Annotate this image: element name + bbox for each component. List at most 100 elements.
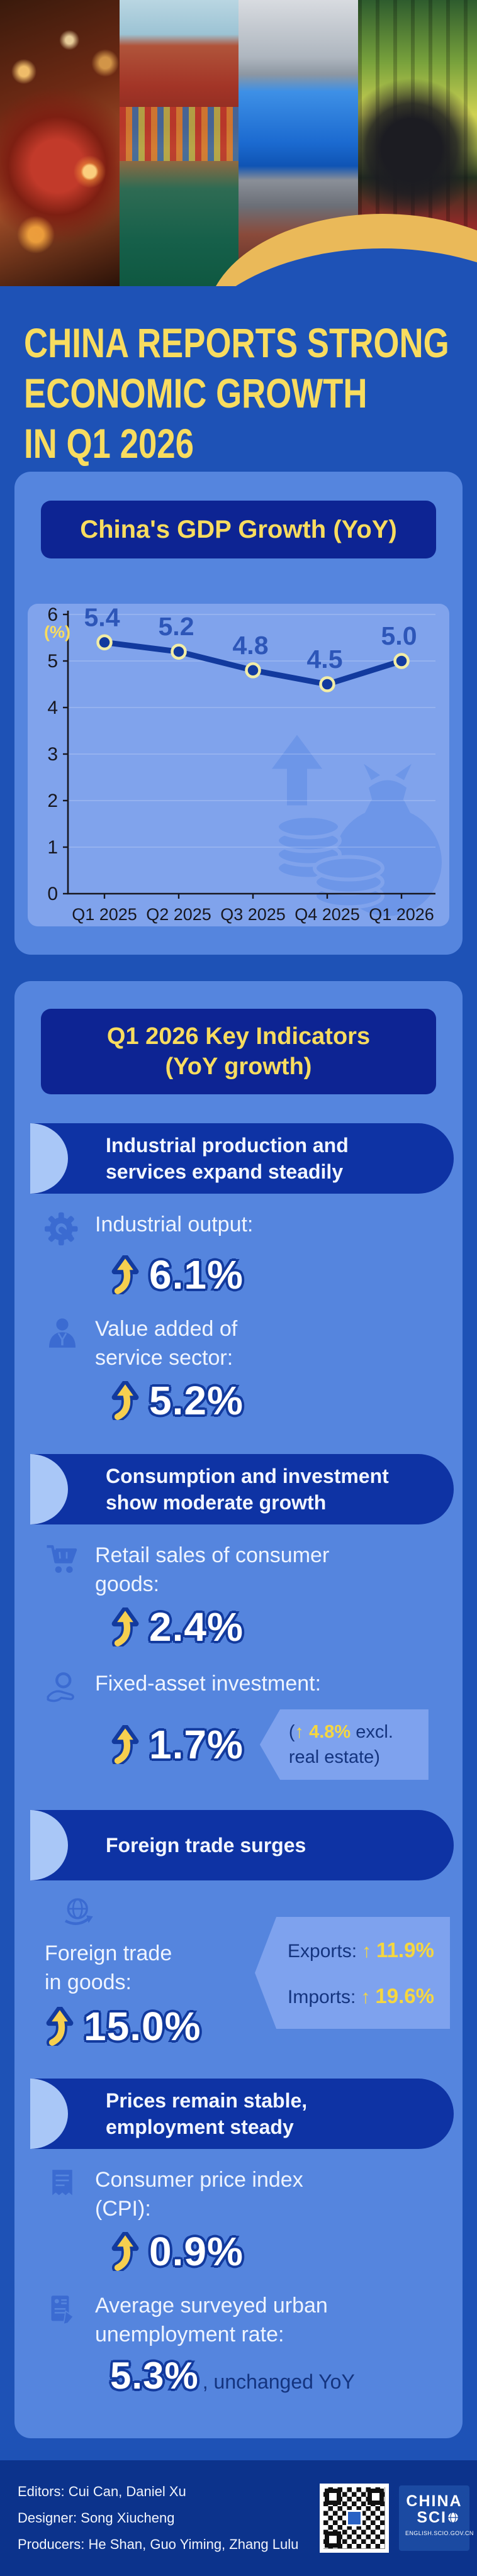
- gdp-chart-panel: 0 1 2 3 4 5 6 Q1 2025 Q2 2025 Q3 2025 Q4 2025 Q1 20…: [28, 604, 449, 926]
- banner-consumption-investment: Consumption and investment show moderate…: [30, 1454, 454, 1524]
- up-arrow-icon: [111, 1381, 139, 1420]
- gdp-line-chart: 0 1 2 3 4 5 6 Q1 2025 Q2 2025 Q3 2025 Q4 2025 Q1 20…: [47, 604, 435, 924]
- globe-icon: [447, 2511, 459, 2524]
- exports-up-arrow: ↑: [362, 1940, 372, 1962]
- footer: Editors: Cui Can, Daniel Xu Designer: So…: [0, 2460, 477, 2576]
- indicator-label: Fixed-asset investment:: [95, 1672, 322, 1696]
- credits-block: Editors: Cui Can, Daniel Xu Designer: So…: [18, 2479, 320, 2558]
- indicator-cpi: Consumer price index (CPI):: [45, 2165, 463, 2223]
- svg-text:4: 4: [47, 697, 58, 718]
- shopping-cart-icon: [47, 1545, 77, 1573]
- up-arrow-icon: [111, 1725, 139, 1764]
- stat-value: 1.7%: [147, 1720, 245, 1769]
- label-line: Average surveyed urban: [95, 2294, 328, 2318]
- key-indicators-header: Q1 2026 Key Indicators (YoY growth): [41, 1009, 436, 1094]
- stat-value: 2.4%: [147, 1602, 245, 1652]
- stat-value: 5.3%: [108, 2353, 200, 2399]
- indicator-label: Industrial output:: [95, 1213, 254, 1236]
- indicator-fixed-asset: Fixed-asset investment:: [45, 1669, 463, 1706]
- indicator-label: Foreign trade in goods:: [45, 1939, 255, 1997]
- credit-designer: Designer: Song Xiucheng: [18, 2510, 175, 2526]
- stat-fixed-asset-line: 1.7% (↑ 4.8% excl. real estate): [110, 1709, 463, 1780]
- key-header-line-2: (YoY growth): [165, 1053, 312, 1080]
- svg-text:0: 0: [47, 884, 58, 904]
- indicator-label: Value added of service sector:: [95, 1314, 237, 1372]
- banner-industry-services: Industrial production and services expan…: [30, 1123, 454, 1194]
- label-line: service sector:: [95, 1346, 233, 1370]
- qr-center-logo: [346, 2510, 362, 2526]
- label-line: Foreign trade: [45, 1941, 172, 1965]
- qr-finder-icon: [325, 2531, 341, 2548]
- y-axis-unit-label: (%): [44, 623, 70, 641]
- businessperson-icon: [49, 1318, 76, 1348]
- stat-retail-sales: 2.4%: [110, 1602, 463, 1652]
- svg-text:6: 6: [47, 604, 58, 625]
- exports-row: Exports: ↑ 11.9%: [288, 1938, 444, 1962]
- svg-text:Q2 2025: Q2 2025: [146, 905, 211, 924]
- photo-industrial-worker: [0, 0, 120, 286]
- indicator-label: Average surveyed urban unemployment rate…: [95, 2291, 328, 2349]
- stat-suffix: , unchanged YoY: [202, 2370, 355, 2393]
- stat-value: 5.2%: [147, 1376, 245, 1425]
- imports-label: Imports:: [288, 1986, 356, 2007]
- title-line-3: IN Q1 2026: [24, 420, 194, 467]
- banner-line: show moderate growth: [106, 1491, 327, 1514]
- exports-value: 11.9%: [376, 1938, 434, 1962]
- logo-url: ENGLISH.SCIO.GOV.CN: [405, 2530, 474, 2536]
- stat-fixed-asset: 1.7%: [110, 1720, 245, 1769]
- svg-text:4.8: 4.8: [233, 631, 269, 660]
- svg-text:5.4: 5.4: [84, 604, 120, 631]
- up-arrow-icon: [111, 2232, 139, 2271]
- stat-value: 15.0%: [82, 2002, 202, 2051]
- indicator-label: Retail sales of consumer goods:: [95, 1541, 329, 1599]
- up-arrow-icon: [46, 2007, 74, 2046]
- label-line: in goods:: [45, 1970, 132, 1994]
- svg-text:3: 3: [47, 744, 58, 765]
- photo-container-port: [119, 0, 239, 286]
- credit-editors: Editors: Cui Can, Daniel Xu: [18, 2484, 186, 2499]
- indicator-label: Consumer price index (CPI):: [95, 2165, 303, 2223]
- indicator-service-sector: Value added of service sector:: [45, 1314, 463, 1372]
- hand-coin-icon: [47, 1672, 74, 1702]
- gear-wrench-icon: [45, 1212, 78, 1246]
- indicator-retail-sales: Retail sales of consumer goods:: [45, 1541, 463, 1599]
- svg-text:2: 2: [47, 791, 58, 811]
- indicator-foreign-trade: Foreign trade in goods: 15.0% Exports:: [45, 1896, 450, 2051]
- banner-foreign-trade: Foreign trade surges: [30, 1810, 454, 1880]
- banner-line: Industrial production and: [106, 1134, 349, 1157]
- page-title: CHINA REPORTS STRONG ECONOMIC GROWTH IN …: [24, 318, 477, 469]
- svg-text:Q3 2025: Q3 2025: [220, 905, 286, 924]
- label-line: goods:: [95, 1572, 160, 1596]
- indicator-industrial-output: Industrial output:: [45, 1210, 463, 1246]
- stat-cpi: 0.9%: [110, 2227, 463, 2276]
- stat-value: 0.9%: [147, 2227, 245, 2276]
- foreign-trade-left: Foreign trade in goods: 15.0%: [45, 1896, 255, 2051]
- up-arrow-icon: [111, 1255, 139, 1294]
- note-up-arrow: ↑: [295, 1722, 305, 1742]
- logo-line-2: SCI: [405, 2509, 463, 2526]
- label-line: Retail sales of consumer: [95, 1543, 330, 1567]
- banner-line: Foreign trade surges: [106, 1834, 306, 1857]
- svg-text:Q1 2026: Q1 2026: [369, 905, 434, 924]
- banner-line: employment steady: [106, 2116, 294, 2138]
- survey-document-icon: [51, 2296, 74, 2325]
- qr-finder-icon: [368, 2489, 384, 2505]
- qr-finder-icon: [325, 2489, 341, 2505]
- stat-unemployment: 5.3% , unchanged YoY: [108, 2353, 463, 2399]
- title-line-2: ECONOMIC GROWTH: [24, 370, 368, 416]
- stat-value: 6.1%: [147, 1250, 245, 1299]
- label-line: Consumer price index: [95, 2168, 303, 2192]
- gdp-section-card: China's GDP Growth (YoY): [14, 472, 463, 955]
- exports-imports-box: Exports: ↑ 11.9% Imports: ↑ 19.6%: [255, 1917, 450, 2029]
- stat-foreign-trade: 15.0%: [45, 2002, 255, 2051]
- indicator-unemployment: Average surveyed urban unemployment rate…: [45, 2291, 463, 2349]
- note-tail: excl. real estate): [288, 1722, 393, 1767]
- label-line: unemployment rate:: [95, 2323, 284, 2346]
- logo-line-1: CHINA: [406, 2492, 463, 2510]
- qr-code: [320, 2484, 389, 2553]
- gdp-section-header: China's GDP Growth (YoY): [41, 501, 436, 558]
- imports-value: 19.6%: [375, 1984, 434, 2007]
- key-indicators-card: Q1 2026 Key Indicators (YoY growth) Indu…: [14, 981, 463, 2438]
- svg-text:5: 5: [47, 651, 58, 672]
